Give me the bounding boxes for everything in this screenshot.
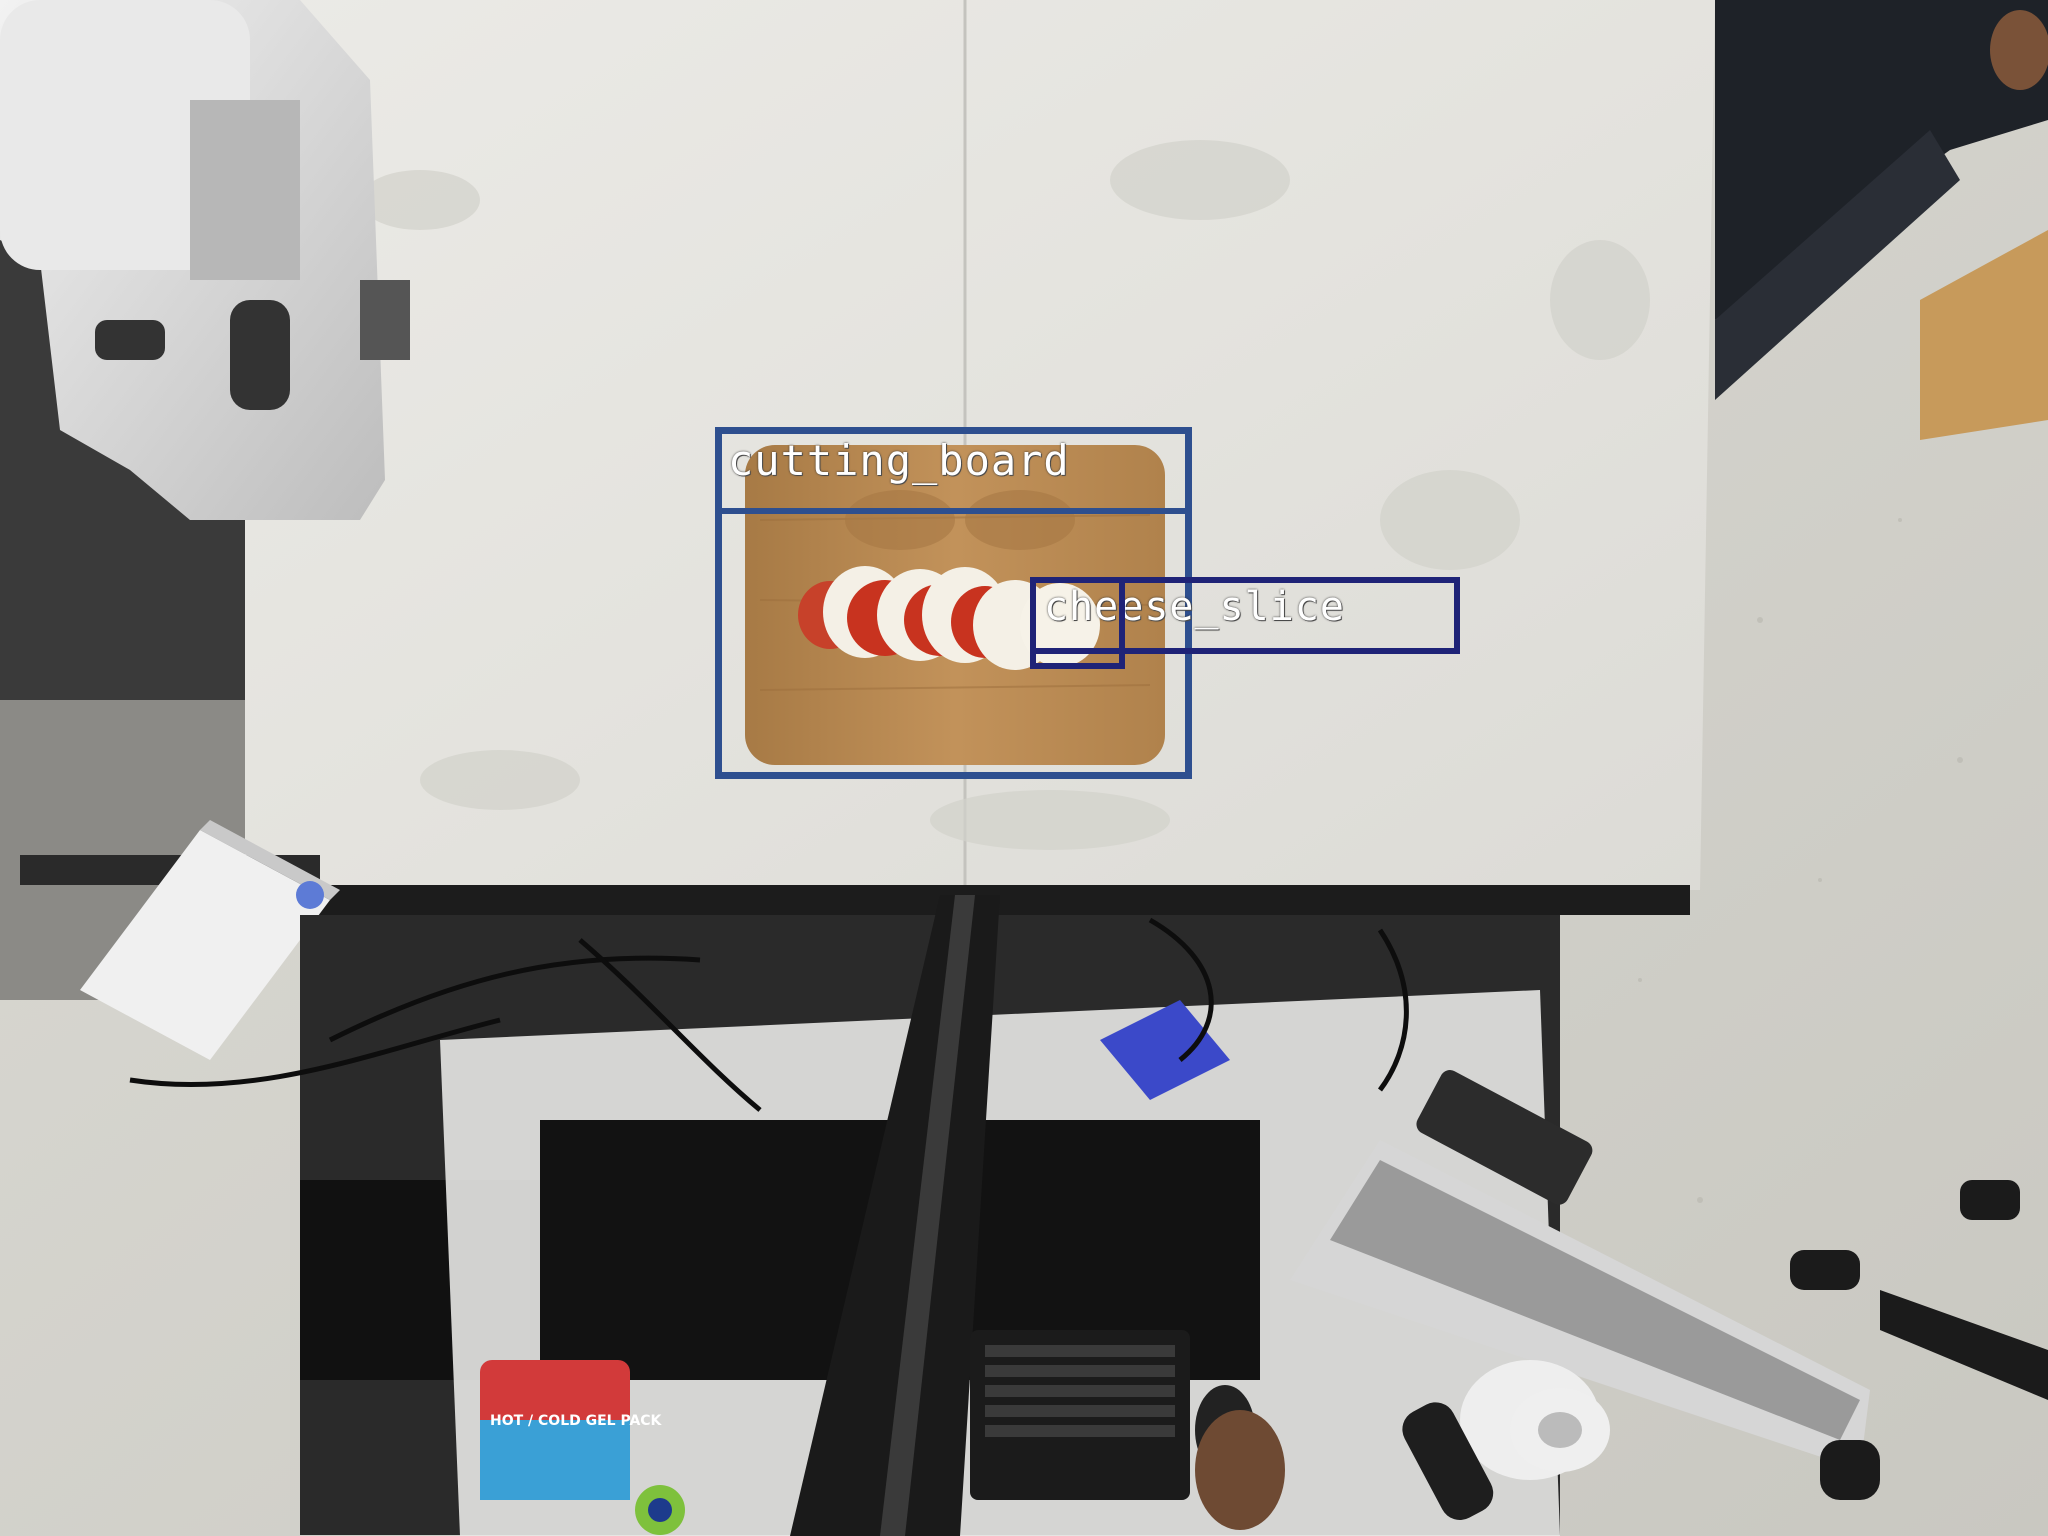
robot-arm-bottom — [1290, 1070, 1870, 1521]
cabinet-right — [1920, 230, 2048, 440]
table-stains — [360, 140, 1650, 850]
caprese-row — [798, 566, 1100, 670]
gel-pack: HOT / COLD GEL PACK — [480, 1360, 663, 1500]
speaker-device — [80, 820, 340, 1060]
detection-box-cutting-board: cutting_board — [715, 427, 1192, 779]
cables — [129, 917, 1409, 1112]
office-chair — [1790, 1180, 2048, 1500]
detection-header — [722, 434, 1185, 514]
detection-label-cheese-slice: cheese_slice — [1044, 584, 1345, 630]
hand-on-mouse — [1195, 1410, 1285, 1530]
person-legs — [1715, 0, 2048, 320]
blue-drive — [1100, 1000, 1230, 1100]
person-leg-2 — [1715, 130, 1960, 400]
detection-label-cutting-board: cutting_board — [728, 436, 1070, 485]
robot-arm-top — [0, 0, 410, 520]
detection-box-cheese-slice-inner — [1030, 577, 1125, 669]
person-hand — [1990, 10, 2048, 90]
gel-pack-label: HOT / COLD GEL PACK — [490, 1413, 663, 1429]
